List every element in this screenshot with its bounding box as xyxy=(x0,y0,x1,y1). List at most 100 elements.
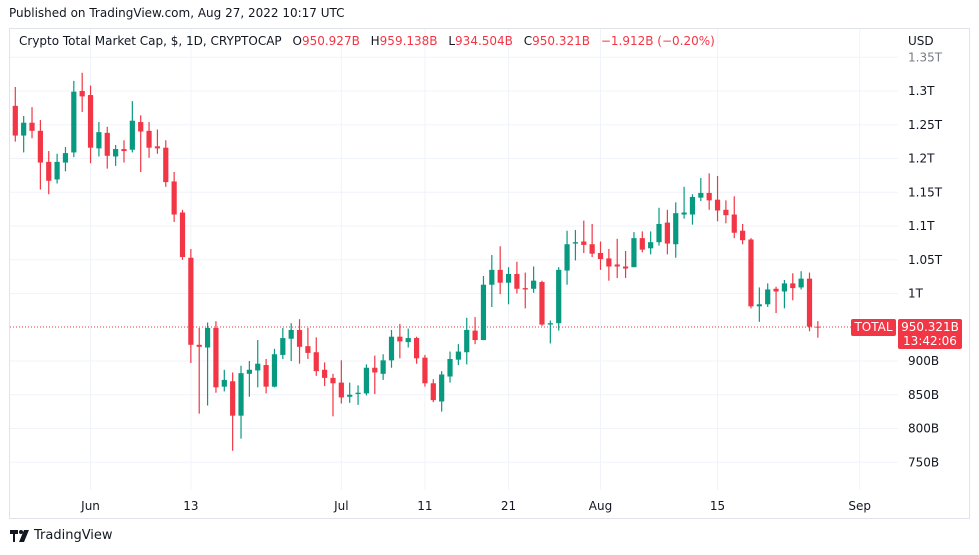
candle-down xyxy=(87,95,94,148)
candle-down xyxy=(263,365,269,387)
candle-down xyxy=(146,130,152,148)
low-value: 934.504B xyxy=(455,34,513,48)
candle-up xyxy=(631,238,637,268)
candle-down xyxy=(614,264,620,267)
candle-down xyxy=(305,346,311,353)
bar-countdown: 13:42:06 xyxy=(903,334,957,348)
candle-down xyxy=(597,253,604,260)
candle-down xyxy=(723,209,729,216)
candle-down xyxy=(330,377,336,384)
y-tick-label: 1.05T xyxy=(908,253,943,267)
x-tick-label: 13 xyxy=(183,499,198,513)
candle-down xyxy=(163,147,169,183)
tradingview-logo[interactable]: TradingView xyxy=(10,528,113,543)
candle-down xyxy=(296,329,303,347)
x-tick-label: Aug xyxy=(589,499,612,513)
candle-down xyxy=(138,122,144,132)
y-tick-label: 1.35T xyxy=(908,50,943,64)
candle-down xyxy=(639,238,645,250)
candle-down xyxy=(806,278,813,327)
symbol-title: Crypto Total Market Cap, $, 1D, CRYPTOCA… xyxy=(19,34,282,48)
candle-down xyxy=(104,132,110,156)
y-tick-label: 900B xyxy=(908,354,939,368)
candle-down xyxy=(46,161,52,181)
candle-up xyxy=(129,120,135,150)
candle-down xyxy=(497,269,503,283)
candle-up xyxy=(648,242,654,249)
candle-down xyxy=(188,257,194,345)
candle-up xyxy=(271,354,278,387)
last-price-value: 950.321B xyxy=(901,320,959,334)
candle-down xyxy=(740,230,746,241)
candle-up xyxy=(405,338,411,343)
candle-up xyxy=(204,327,211,348)
x-tick-label: Jun xyxy=(80,499,100,513)
candle-up xyxy=(347,394,353,397)
open-value: 950.927B xyxy=(301,34,360,48)
candle-up xyxy=(781,283,788,292)
candle-down xyxy=(413,338,420,359)
candle-up xyxy=(439,374,445,402)
candle-down xyxy=(714,199,721,211)
last-price-badge: 950.321B 13:42:06 xyxy=(898,319,962,349)
candle-down xyxy=(12,105,18,136)
candle-down xyxy=(322,369,328,378)
y-tick-label: 1.25T xyxy=(908,118,943,132)
candle-down xyxy=(338,382,344,398)
candle-up xyxy=(798,278,804,288)
candle-up xyxy=(355,392,361,395)
candle-down xyxy=(372,367,378,373)
candle-down xyxy=(422,357,428,384)
candle-down xyxy=(606,258,612,267)
candle-down xyxy=(581,241,587,245)
candle-up xyxy=(71,91,77,153)
published-caption: Published on TradingView.com, Aug 27, 20… xyxy=(9,6,345,20)
candle-up xyxy=(564,244,570,271)
candle-up xyxy=(765,289,771,305)
candle-down xyxy=(196,344,202,347)
candle-up xyxy=(388,336,395,361)
ticker-badge: TOTAL xyxy=(851,319,896,336)
candle-down xyxy=(171,181,177,215)
candle-up xyxy=(255,363,261,371)
candle-down xyxy=(230,381,236,416)
y-tick-label: 1.1T xyxy=(908,219,935,233)
candle-down xyxy=(29,122,35,131)
y-tick-label: 1.3T xyxy=(908,84,935,98)
candle-up xyxy=(380,360,386,374)
candle-down xyxy=(213,327,219,388)
tradingview-logo-icon xyxy=(10,529,29,542)
candle-down xyxy=(154,146,161,149)
y-tick-label: 850B xyxy=(908,388,939,402)
y-tick-label: 1.2T xyxy=(908,152,935,166)
candle-up xyxy=(673,213,679,245)
candle-down xyxy=(773,288,779,292)
candle-up xyxy=(547,323,553,325)
candle-up xyxy=(113,149,119,157)
symbol-legend: Crypto Total Market Cap, $, 1D, CRYPTOCA… xyxy=(19,34,715,48)
candle-up xyxy=(455,351,461,360)
high-label: H xyxy=(370,34,380,48)
candle-down xyxy=(664,222,670,244)
open-label: O xyxy=(292,34,302,48)
candle-up xyxy=(21,122,27,136)
x-tick-label: Jul xyxy=(333,499,348,513)
y-tick-label: 750B xyxy=(908,455,939,469)
candle-down xyxy=(430,383,436,401)
candle-up xyxy=(54,161,60,180)
candle-down xyxy=(514,273,520,289)
candle-down xyxy=(37,130,43,163)
candle-down xyxy=(522,288,528,290)
candle-down xyxy=(397,336,403,342)
candle-up xyxy=(447,358,453,377)
candle-up xyxy=(246,369,252,374)
candle-down xyxy=(539,282,545,325)
candle-down xyxy=(589,244,595,254)
close-label: C xyxy=(523,34,533,48)
candle-up xyxy=(288,329,294,339)
candle-down xyxy=(79,91,85,97)
candle-up xyxy=(464,329,470,353)
x-tick-label: 15 xyxy=(710,499,725,513)
close-value: 950.321B xyxy=(532,34,590,48)
